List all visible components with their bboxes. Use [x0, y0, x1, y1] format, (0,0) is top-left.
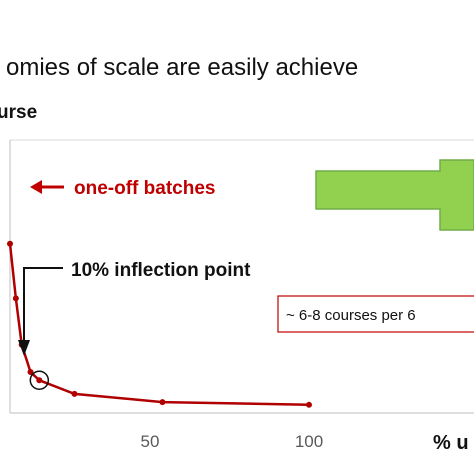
x-tick-label-100: 100: [295, 432, 323, 451]
green-arrow: [315, 159, 474, 231]
annotation-inflection-point: 10% inflection point: [71, 260, 251, 281]
batches-arrow-head: [30, 180, 42, 194]
series-line: [8, 243, 310, 407]
data-point-1: [12, 295, 19, 302]
annotation-one-off-batches: one-off batches: [74, 178, 215, 199]
data-point-4: [36, 377, 43, 384]
inflection-highlight-circle: [29, 370, 50, 390]
x-axis-label: % u: [433, 432, 469, 454]
chart-title: omies of scale are easily achieve: [6, 54, 358, 81]
y-axis-label: urse: [0, 102, 37, 123]
data-point-3: [27, 369, 34, 376]
data-point-6: [159, 399, 166, 406]
inflection-callout-line: [23, 267, 63, 340]
annotation-courses: ~ 6-8 courses per 6: [286, 307, 416, 324]
x-tick-label-50: 50: [141, 432, 160, 451]
data-point-0: [7, 240, 13, 247]
data-point-7: [306, 401, 312, 408]
data-point-5: [71, 390, 78, 397]
courses-annotation-box: [277, 295, 474, 333]
inflection-callout-arrowhead: [18, 340, 30, 356]
series-points: [7, 240, 312, 408]
